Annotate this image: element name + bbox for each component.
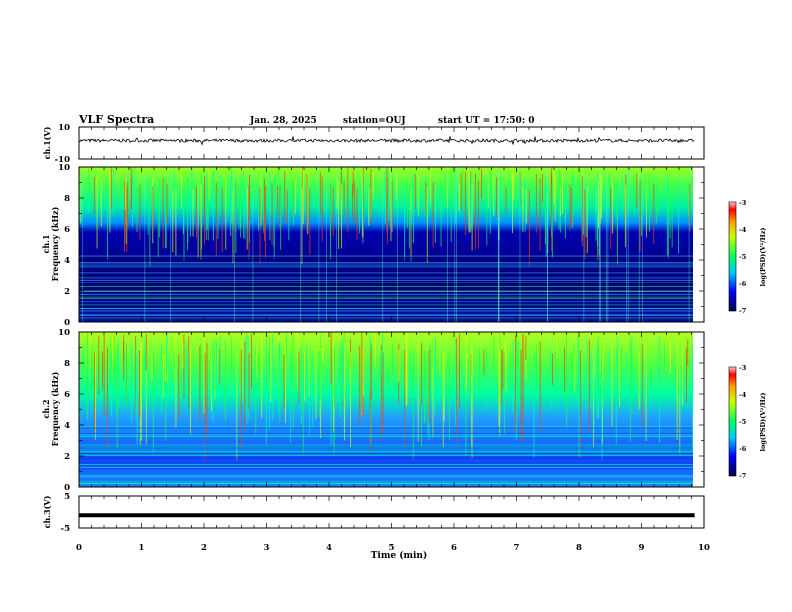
ch1-ytick-8: 8 <box>64 194 70 204</box>
ch1-colorbar <box>728 201 737 312</box>
ch2-cb-tick-m4: -4 <box>739 391 747 399</box>
ch1-colorbar-label: log(PSD)(V²/Hz) <box>759 228 767 287</box>
ch1-cb-tick-m7: -7 <box>739 307 746 315</box>
ch2-cb-tick-m3: -3 <box>739 364 747 372</box>
ch1-ytick-10: 10 <box>58 163 70 173</box>
ch2-ytick-8: 8 <box>64 359 70 369</box>
ch1-waveform-frame <box>78 126 705 160</box>
ch1-waveform-trace <box>78 136 695 146</box>
station-label: station=OUJ <box>343 116 406 126</box>
ch2-ytick-0: 0 <box>64 483 70 493</box>
ch1-ytick-6: 6 <box>64 225 70 235</box>
ch3-ytick-top: 5 <box>64 492 70 502</box>
ch2-cb-tick-m7: -7 <box>739 472 746 480</box>
ch1-spec-ylabel-line1: ch.1 <box>41 234 51 253</box>
ch2-spectrogram-panel: 0 2 4 6 8 10 ch.2 Frequency (kHz) -3 -4 … <box>41 328 767 493</box>
ch1-ytick-2: 2 <box>64 287 70 297</box>
xtick-7: 7 <box>514 543 520 553</box>
ch1-spectrogram-texture <box>79 167 693 322</box>
ch3-ytick-bottom: -5 <box>61 524 71 534</box>
xtick-0: 0 <box>76 543 82 553</box>
ch1-cb-tick-m4: -4 <box>739 226 747 234</box>
xtick-10: 10 <box>698 543 710 553</box>
x-axis-label: Time (min) <box>371 550 428 561</box>
ch2-colorbar <box>728 366 737 477</box>
ch2-colorbar-label: log(PSD)(V²/Hz) <box>759 393 767 452</box>
ch2-cb-tick-m5: -5 <box>739 418 747 426</box>
xtick-5: 5 <box>389 543 395 553</box>
ch1-cb-tick-m3: -3 <box>739 199 747 207</box>
ch1-spec-ylabel-line2: Frequency (kHz) <box>50 206 60 281</box>
ch3-waveform-ylabel: ch.3(V) <box>42 495 52 528</box>
figure-title: VLF Spectra <box>78 113 154 126</box>
ch1-cb-tick-m6: -6 <box>739 280 747 288</box>
xtick-9: 9 <box>639 543 645 553</box>
ch2-spec-ylabel-line1: ch.2 <box>41 399 51 418</box>
ch1-waveform-panel: 10 -10 ch.1(V) <box>42 123 705 165</box>
ch1-ytick-bottom: -10 <box>55 155 70 165</box>
ch2-ytick-4: 4 <box>64 421 70 431</box>
xtick-8: 8 <box>576 543 582 553</box>
ch2-cb-tick-m6: -6 <box>739 445 747 453</box>
ch1-ytick-top: 10 <box>58 123 70 133</box>
ch3-waveform-panel: 5 -5 ch.3(V) <box>42 492 705 534</box>
ch2-ytick-2: 2 <box>64 452 70 462</box>
xtick-6: 6 <box>451 543 457 553</box>
xtick-4: 4 <box>326 543 332 553</box>
axis-ticks <box>78 127 705 528</box>
start-time-label: start UT = 17:50: 0 <box>438 116 535 126</box>
ch1-ytick-0: 0 <box>64 318 70 328</box>
ch2-spectrogram-image <box>79 332 693 487</box>
date-label: Jan. 28, 2025 <box>249 116 317 126</box>
ch2-spectrogram-texture <box>78 332 693 485</box>
ch2-spec-ylabel-line2: Frequency (kHz) <box>50 371 60 446</box>
x-axis: 0 1 2 3 4 5 6 7 8 9 10 Time (min) <box>76 543 710 561</box>
ch2-ytick-10: 10 <box>58 328 70 338</box>
ch1-ytick-4: 4 <box>64 256 70 266</box>
ch1-cb-tick-m5: -5 <box>739 253 747 261</box>
ch3-waveform-frame <box>78 495 705 529</box>
ch1-waveform-ylabel: ch.1(V) <box>42 126 52 159</box>
xtick-2: 2 <box>201 543 207 553</box>
ch2-ytick-6: 6 <box>64 390 70 400</box>
xtick-3: 3 <box>264 543 270 553</box>
xtick-1: 1 <box>139 543 145 553</box>
ch1-spectrogram-panel: 0 2 4 6 8 10 ch.1 Frequency (kHz) -3 -4 … <box>41 163 767 328</box>
